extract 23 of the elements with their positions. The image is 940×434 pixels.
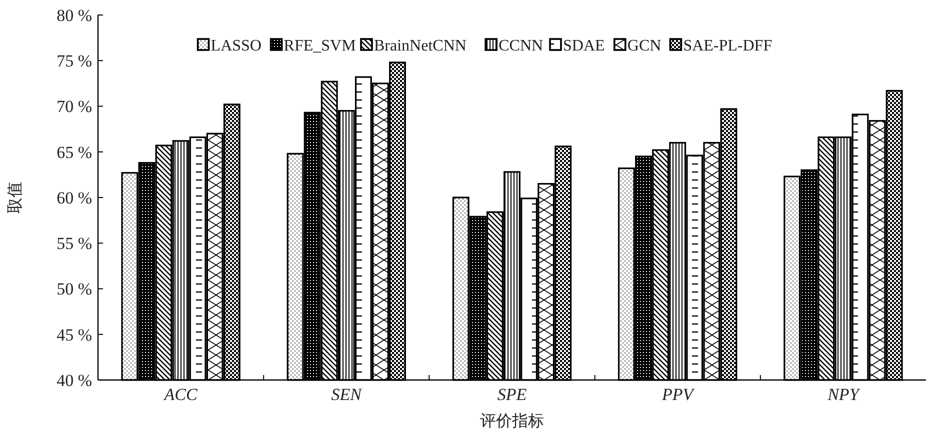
- legend-label: BrainNetCNN: [374, 38, 467, 55]
- y-tick-label: 40 %: [56, 370, 92, 390]
- y-tick-label: 55 %: [56, 234, 92, 254]
- x-tick-label: SPE: [497, 385, 528, 404]
- legend-label: RFE_SVM: [284, 38, 356, 55]
- y-tick-label: 65 %: [56, 142, 92, 162]
- x-axis-title: 评价指标: [480, 412, 544, 430]
- x-tick-label: SEN: [331, 385, 364, 404]
- x-tick-label: PPV: [661, 385, 696, 404]
- legend-label: CCNN: [498, 38, 544, 55]
- x-tick-label: NPY: [826, 385, 860, 404]
- x-tick-label: ACC: [163, 385, 198, 404]
- legend-label: GCN: [627, 38, 662, 55]
- y-tick-label: 80 %: [56, 6, 92, 25]
- y-tick-label: 45 %: [56, 325, 92, 344]
- legend-label: SDAE: [563, 38, 605, 55]
- y-tick-label: 75 %: [56, 52, 92, 71]
- legend-label: SAE-PL-DFF: [683, 38, 772, 55]
- y-tick-label: 70 %: [56, 97, 92, 116]
- y-tick-label: 50 %: [56, 280, 92, 299]
- y-axis-title: 取值: [7, 182, 24, 214]
- y-tick-label: 60 %: [56, 188, 92, 208]
- legend-label: LASSO: [210, 38, 262, 55]
